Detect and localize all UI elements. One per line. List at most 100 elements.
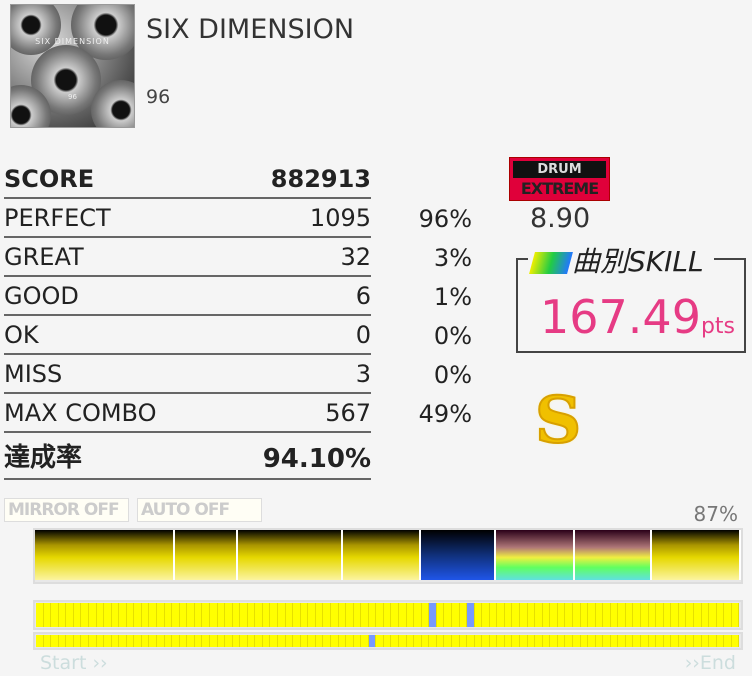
stat-label: SCORE [4, 165, 95, 193]
progress-cell [641, 635, 649, 647]
progress-cell [383, 635, 392, 647]
gauge-segment-yellow [343, 530, 421, 580]
progress-cell [656, 603, 664, 627]
progress-cell [497, 635, 505, 647]
progress-cell [572, 603, 581, 627]
album-art: SIX DIMENSION 96 [10, 4, 135, 128]
progress-cell [686, 603, 694, 627]
skill-label-text: 曲別SKILL [572, 245, 704, 278]
progress-cell [255, 635, 263, 647]
progress-cell [247, 603, 256, 627]
progress-cell [467, 635, 475, 647]
progress-cell [43, 635, 52, 647]
progress-cell [300, 635, 309, 647]
progress-cell [504, 603, 513, 627]
stat-value: 1095 [309, 204, 371, 232]
gauge-segment-yellow [35, 530, 176, 580]
progress-cell [104, 603, 112, 627]
progress-cell [270, 603, 278, 627]
progress-cell [512, 635, 520, 647]
skill-label: 曲別SKILL [529, 240, 704, 280]
progress-bar-1 [33, 600, 743, 630]
stat-percent: 0% [433, 361, 472, 389]
progress-cell [157, 603, 165, 627]
progress-cell [262, 635, 271, 647]
progress-cell [731, 635, 740, 647]
end-label: ››End [684, 652, 736, 674]
progress-cell [603, 635, 611, 647]
progress-cell [535, 635, 543, 647]
progress-cell [66, 603, 74, 627]
progress-cell [330, 603, 339, 627]
progress-cell [414, 603, 422, 627]
progress-cell-miss [368, 635, 377, 647]
progress-cell [217, 603, 226, 627]
skill-box [516, 258, 746, 353]
progress-cell [656, 635, 664, 647]
progress-cell [88, 635, 97, 647]
progress-cell [724, 635, 732, 647]
progress-cell [701, 603, 710, 627]
progress-cell [353, 635, 362, 647]
progress-cell [671, 635, 679, 647]
progress-cell [610, 603, 619, 627]
skill-logo-icon [529, 252, 573, 274]
progress-cell [557, 635, 566, 647]
progress-cell [323, 635, 331, 647]
skill-points: 167.49 [540, 290, 701, 344]
progress-cell [36, 603, 44, 627]
start-label: Start ›› [40, 652, 108, 674]
progress-cell [51, 635, 59, 647]
gauge-segment-yellow [237, 530, 344, 580]
progress-cell [610, 635, 619, 647]
progress-cell [421, 635, 430, 647]
progress-cell [202, 603, 210, 627]
stat-value: 567 [325, 399, 371, 427]
progress-cell [346, 603, 354, 627]
progress-cell [618, 635, 626, 647]
progress-cell [557, 603, 566, 627]
progress-cell [603, 603, 611, 627]
progress-cell [338, 603, 347, 627]
stat-value: 882913 [270, 165, 371, 193]
progress-cell [293, 635, 301, 647]
progress-cell [285, 635, 294, 647]
progress-cell [376, 603, 384, 627]
progress-cell [520, 603, 528, 627]
progress-cell [179, 603, 188, 627]
progress-cell [474, 603, 483, 627]
gauge-segment-yellow [651, 530, 742, 580]
progress-cell [58, 635, 67, 647]
progress-cell [671, 603, 679, 627]
progress-cell [399, 635, 407, 647]
stat-percent: 3% [433, 244, 472, 272]
progress-cell [232, 603, 241, 627]
progress-cell [164, 635, 173, 647]
progress-cell [323, 603, 331, 627]
progress-cell [202, 635, 210, 647]
progress-cell [361, 635, 369, 647]
progress-cell [111, 635, 120, 647]
progress-cell [141, 635, 150, 647]
progress-cell [595, 635, 604, 647]
difficulty-name: EXTREME [520, 179, 599, 198]
progress-cell [141, 603, 150, 627]
gauge-segment-blue [420, 530, 497, 580]
rank-badge: S [534, 382, 582, 459]
progress-cell [678, 603, 687, 627]
progress-cell [429, 635, 437, 647]
progress-cell [542, 603, 551, 627]
progress-cell [104, 635, 112, 647]
stat-row-4: OK 0 [4, 316, 371, 355]
progress-cell [459, 603, 468, 627]
progress-cell [565, 635, 573, 647]
progress-cell [126, 603, 135, 627]
progress-cell [315, 635, 324, 647]
progress-cell [565, 603, 573, 627]
progress-cell [580, 635, 589, 647]
gauge-bar [33, 528, 743, 584]
progress-cell [535, 603, 543, 627]
stat-value: 32 [340, 243, 371, 271]
progress-cell [716, 635, 725, 647]
progress-cell [489, 635, 498, 647]
